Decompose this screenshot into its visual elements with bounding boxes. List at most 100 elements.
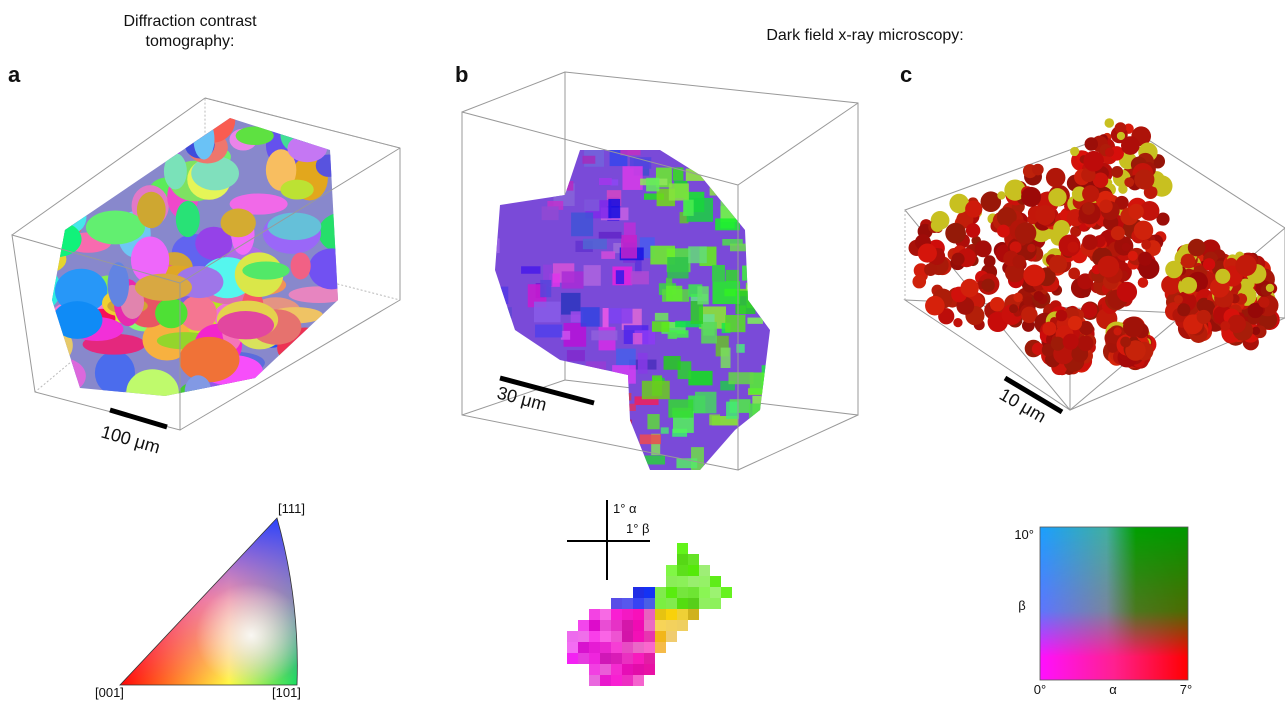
grain <box>945 222 966 244</box>
pixel <box>600 609 611 620</box>
region <box>730 243 750 252</box>
grain <box>155 298 188 329</box>
grain <box>300 360 337 387</box>
pixel <box>633 609 644 620</box>
pixel <box>589 609 600 620</box>
pixel <box>655 642 666 653</box>
grain <box>1045 167 1066 188</box>
region <box>749 451 770 463</box>
region <box>639 434 661 445</box>
region <box>688 246 707 264</box>
grain <box>290 252 311 280</box>
region <box>767 471 779 492</box>
region <box>606 308 633 324</box>
region <box>549 400 558 423</box>
region <box>582 238 607 250</box>
region <box>566 425 593 442</box>
grain <box>179 295 217 331</box>
grain <box>242 261 290 280</box>
region <box>561 362 570 370</box>
region <box>679 212 689 224</box>
pixel <box>622 653 633 664</box>
grain <box>1161 275 1181 295</box>
grain <box>930 218 945 232</box>
pixel <box>677 576 688 587</box>
region <box>745 439 755 454</box>
panel-label: b <box>455 62 468 87</box>
grain <box>153 118 185 160</box>
grain <box>52 352 77 396</box>
grain <box>134 118 170 156</box>
region <box>549 273 560 287</box>
region <box>716 161 745 183</box>
region <box>614 458 623 470</box>
grain <box>1021 306 1038 324</box>
grain <box>917 243 937 263</box>
region <box>563 322 587 347</box>
pixel <box>666 576 677 587</box>
grain <box>1111 166 1124 178</box>
grain <box>52 139 68 160</box>
grain <box>965 223 981 238</box>
grain <box>1235 254 1257 277</box>
grain <box>1215 268 1231 284</box>
region <box>511 176 522 189</box>
region <box>668 399 694 418</box>
region <box>683 199 694 216</box>
region <box>630 271 649 285</box>
region <box>499 365 517 374</box>
pixel <box>688 587 699 598</box>
region <box>585 361 607 382</box>
grain <box>126 369 179 396</box>
pixel <box>644 631 655 642</box>
grain <box>1116 281 1138 303</box>
region <box>651 433 661 456</box>
orientation-map <box>495 141 799 492</box>
region <box>742 454 763 470</box>
pixel <box>589 642 600 653</box>
grain <box>252 118 316 125</box>
grain <box>1083 150 1105 172</box>
grain <box>1021 186 1042 207</box>
region <box>534 150 551 158</box>
region <box>747 317 763 324</box>
pixel <box>699 565 710 576</box>
key-tick: 0° <box>1034 682 1046 697</box>
pixel <box>655 620 666 631</box>
grain <box>1180 253 1196 269</box>
key-axis: α <box>1109 682 1117 697</box>
pixel <box>611 642 622 653</box>
region <box>501 425 517 439</box>
region <box>611 477 618 484</box>
grain <box>308 118 335 125</box>
pixel <box>622 609 633 620</box>
pixel <box>710 576 721 587</box>
region <box>629 157 652 169</box>
title-dct: Diffraction contrast tomography: <box>123 13 257 50</box>
grain <box>1139 201 1160 221</box>
region <box>604 419 632 430</box>
grain <box>1113 327 1122 336</box>
grain <box>94 351 136 395</box>
pixel <box>699 587 710 598</box>
grain <box>1173 294 1183 304</box>
grain <box>924 263 937 277</box>
region <box>495 238 500 254</box>
grain <box>1013 292 1023 303</box>
pixel <box>633 653 644 664</box>
region <box>740 141 757 149</box>
region <box>699 150 723 156</box>
region <box>779 215 799 235</box>
grain <box>1053 219 1070 237</box>
grain <box>195 226 233 260</box>
grain <box>107 262 130 307</box>
scale-bar <box>1003 375 1064 415</box>
scale-bar <box>499 375 595 406</box>
region <box>742 265 770 281</box>
region <box>611 466 631 470</box>
region <box>747 237 770 256</box>
region <box>759 150 770 154</box>
grain <box>1118 184 1128 194</box>
grain <box>52 245 67 274</box>
grain <box>1082 185 1100 203</box>
